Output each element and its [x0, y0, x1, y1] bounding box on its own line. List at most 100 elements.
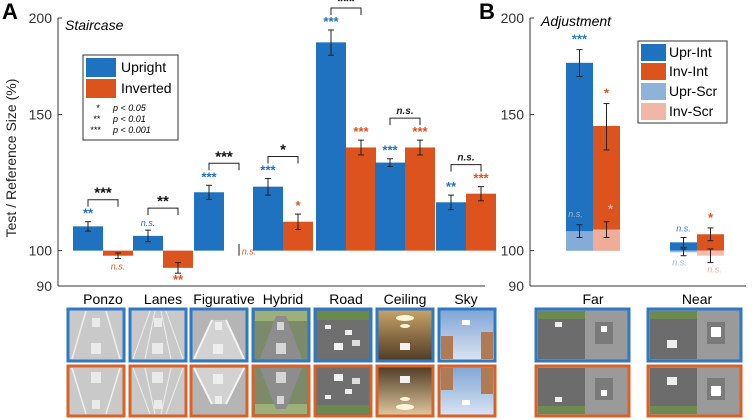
stimulus-thumbnails	[66, 307, 743, 418]
bar-road-upright	[316, 42, 346, 251]
thumb-far-upright	[534, 307, 631, 363]
significance-label: ***	[412, 124, 428, 139]
panel-b-letter: B	[479, 0, 495, 24]
bar-far-inv-scr	[593, 229, 620, 251]
legend-swatch-upright	[86, 58, 116, 77]
x-category-label: Far	[583, 291, 604, 307]
thumb-near-inverted	[646, 364, 743, 418]
thumb-sky-upright	[437, 307, 497, 363]
comparison-label: *	[280, 141, 286, 158]
bar-ceiling-inverted	[405, 147, 435, 251]
legend-b: Upr-Int Inv-Int Upr-Scr Inv-Scr	[637, 40, 728, 124]
significance-label: *	[608, 202, 614, 217]
thumb-ponzo-upright	[66, 307, 126, 363]
legend-upr-int: Upr-Int	[669, 44, 712, 60]
thumb-figurative-upright	[189, 307, 249, 363]
thumb-far-inverted	[534, 364, 631, 418]
thumb-hybrid-upright	[251, 307, 311, 363]
thumb-ceiling-upright	[375, 307, 435, 363]
bar-sky-upright	[436, 202, 466, 251]
x-category-label: Lanes	[144, 291, 182, 307]
significance-label: ***	[323, 14, 339, 29]
legend-inv-int: Inv-Int	[669, 63, 708, 79]
significance-label: **	[173, 272, 184, 287]
bar-near-inv-int	[697, 234, 724, 251]
thumb-sky-inverted	[437, 364, 497, 418]
comparison-label: **	[157, 193, 169, 210]
x-category-label: Road	[329, 291, 362, 307]
key-star-2: **	[93, 114, 101, 124]
significance-label: n.s.	[242, 247, 257, 257]
comparison-label: ***	[94, 185, 112, 202]
significance-label: n.s.	[676, 223, 691, 233]
bar-sky-inverted	[466, 193, 496, 251]
x-category-label: Hybrid	[263, 291, 303, 307]
panel-a-letter: A	[2, 0, 18, 24]
significance-label: *	[604, 86, 610, 101]
significance-label: ***	[382, 143, 398, 158]
bar-ceiling-upright	[375, 162, 405, 251]
thumb-road-inverted	[313, 364, 373, 418]
legend-a: Upright Inverted * p < 0.05 ** p < 0.01 …	[82, 54, 179, 141]
thumb-lanes-inverted	[128, 364, 188, 418]
significance-label: **	[83, 206, 94, 221]
legend-swatch-inv-int	[641, 63, 666, 80]
significance-label: *	[295, 198, 301, 213]
legend-upright: Upright	[121, 59, 166, 75]
key-star-3: ***	[90, 125, 101, 135]
y-tick-label: 90	[508, 278, 524, 294]
x-category-label: Near	[682, 291, 713, 307]
thumb-road-upright	[313, 307, 373, 363]
thumb-lanes-upright	[128, 307, 188, 363]
legend-upr-scr: Upr-Scr	[669, 83, 718, 99]
key-star-1: *	[96, 103, 100, 113]
x-category-label: Figurative	[193, 291, 255, 307]
thumb-ponzo-inverted	[66, 364, 126, 418]
key-p3: p < 0.001	[112, 125, 151, 135]
y-tick-label: 150	[29, 107, 53, 123]
panel-b-title: Adjustment	[540, 13, 612, 29]
legend-swatch-inv-scr	[641, 103, 666, 120]
legend-swatch-upr-int	[641, 44, 666, 61]
bar-road-inverted	[346, 147, 376, 251]
comparison-bracket	[87, 199, 119, 207]
comparison-bracket	[450, 164, 482, 172]
key-p2: p < 0.01	[112, 114, 146, 124]
panel-a-title: Staircase	[65, 17, 124, 33]
thumb-ceiling-inverted	[375, 364, 435, 418]
key-p1: p < 0.05	[112, 103, 147, 113]
significance-label: *	[708, 210, 714, 225]
comparison-label: n.s.	[457, 153, 474, 164]
thumb-near-upright	[646, 307, 743, 363]
bar-far-upr-int	[566, 62, 593, 251]
y-tick-label: 90	[36, 278, 52, 294]
comparison-label: ***	[337, 0, 355, 10]
legend-swatch-inverted	[86, 79, 116, 98]
y-tick-label: 100	[501, 243, 525, 259]
comparison-label: ***	[215, 148, 233, 165]
y-tick-label: 200	[29, 10, 53, 26]
bar-far-upr-scr	[566, 231, 593, 251]
comparison-bracket	[267, 155, 299, 164]
bar-lanes-inverted	[163, 250, 193, 268]
comparison-bracket	[147, 207, 179, 216]
comparison-bracket	[330, 7, 362, 15]
y-tick-label: 200	[501, 10, 525, 26]
comparison-bracket	[208, 162, 240, 171]
bar-lanes-upright	[133, 235, 163, 251]
significance-label: n.s.	[568, 209, 583, 219]
y-tick-label: 100	[29, 243, 53, 259]
bar-hybrid-upright	[253, 186, 283, 251]
significance-label: n.s.	[111, 261, 126, 271]
legend-swatch-upr-scr	[641, 83, 666, 100]
x-category-label: Ceiling	[384, 291, 427, 307]
significance-label: ***	[353, 124, 369, 139]
significance-label: ***	[201, 169, 217, 184]
legend-inv-scr: Inv-Scr	[669, 103, 714, 119]
significance-label: n.s.	[672, 258, 687, 268]
comparison-label: n.s.	[396, 106, 413, 117]
significance-label: n.s.	[141, 218, 156, 228]
panel-b-axes	[529, 18, 746, 287]
y-axis-label: Test / Reference Size (%)	[3, 79, 19, 238]
